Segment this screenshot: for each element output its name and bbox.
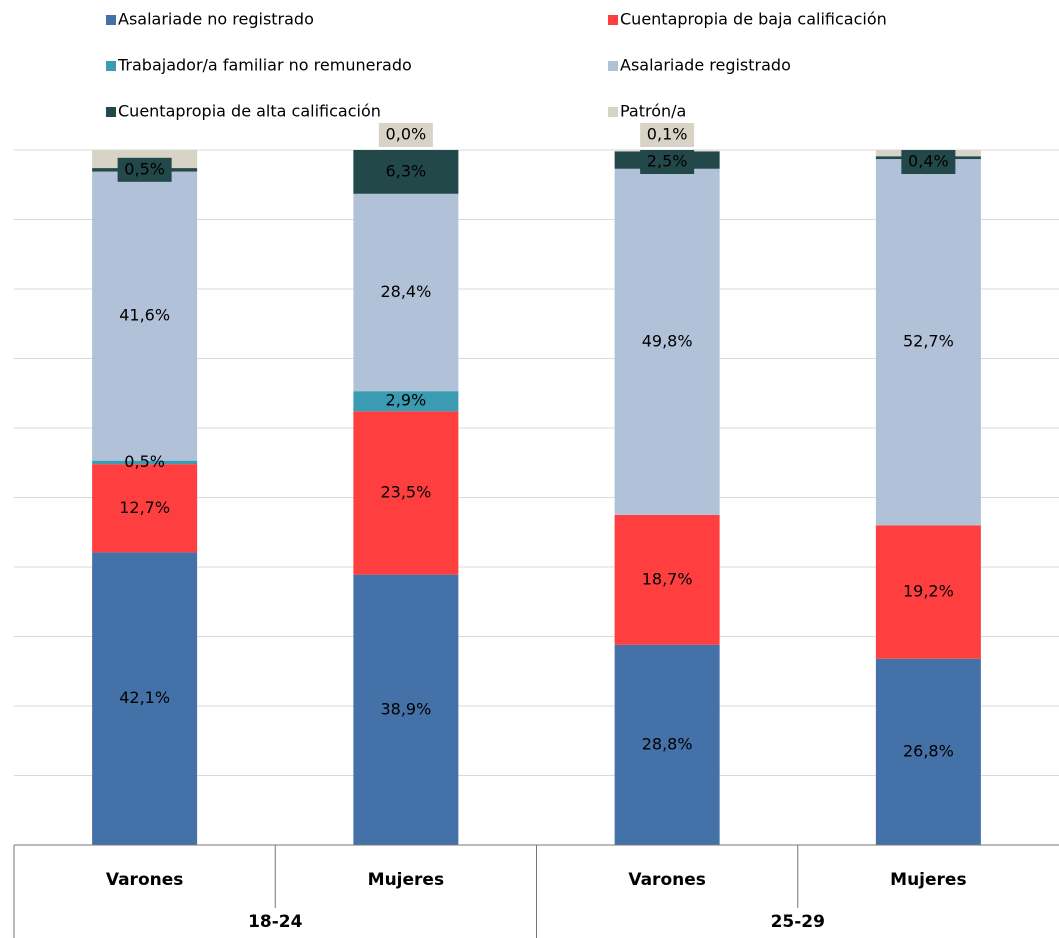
x-tick-label: Mujeres <box>890 870 966 890</box>
legend-swatch <box>608 15 618 25</box>
bar-segment <box>92 460 198 465</box>
label-box <box>117 157 172 182</box>
value-label: 2,5% <box>647 152 688 171</box>
bar-segment <box>92 464 198 553</box>
value-label: 12,7% <box>119 498 170 517</box>
label-box <box>378 123 433 147</box>
legend-label: Trabajador/a familiar no remunerado <box>117 56 412 75</box>
group-label: 25-29 <box>771 912 825 932</box>
value-label: 38,9% <box>380 699 431 718</box>
value-label: 23,5% <box>380 482 431 501</box>
value-label: 41,6% <box>119 306 170 325</box>
legend-swatch <box>608 61 618 71</box>
value-label: 28,4% <box>380 282 431 301</box>
bar-segment <box>92 552 198 845</box>
bar-segment <box>614 644 720 845</box>
legend-label: Cuentapropia de baja calificación <box>620 10 887 29</box>
x-tick-label: Mujeres <box>368 870 444 890</box>
bar-segment <box>92 171 198 461</box>
legend-label: Asalariade registrado <box>620 56 791 75</box>
value-label: 19,2% <box>903 582 954 601</box>
value-label: 2,9% <box>386 391 427 410</box>
legend-label: Patrón/a <box>620 102 686 121</box>
value-label: 49,8% <box>642 331 693 350</box>
bar-segment <box>353 411 459 575</box>
value-label: 0,4% <box>908 152 949 171</box>
x-tick-label: Varones <box>628 870 706 890</box>
value-label: 6,3% <box>386 161 427 180</box>
legend-swatch <box>608 107 618 117</box>
value-label: 18,7% <box>642 569 693 588</box>
value-label: 42,1% <box>119 688 170 707</box>
legend-label: Asalariade no registrado <box>118 10 314 29</box>
value-label: 0,1% <box>647 125 688 144</box>
group-label: 18-24 <box>248 912 303 932</box>
value-label: 52,7% <box>903 332 954 351</box>
bar-segment <box>875 658 981 845</box>
value-label: 0,5% <box>124 159 165 178</box>
legend-swatch <box>106 107 116 117</box>
bar-segment <box>614 514 720 645</box>
legend-swatch <box>106 61 116 71</box>
value-label: 28,8% <box>642 734 693 753</box>
bar-segment <box>875 525 981 659</box>
bar-segment <box>353 391 459 412</box>
x-tick-label: Varones <box>106 870 184 890</box>
value-label: 26,8% <box>903 741 954 760</box>
legend-swatch <box>106 15 116 25</box>
label-box <box>640 123 695 147</box>
bar-segment <box>353 574 459 845</box>
label-box <box>640 150 695 174</box>
value-label: 0,5% <box>124 452 165 471</box>
bar-segment <box>614 168 720 515</box>
label-box <box>901 150 956 174</box>
value-label: 0,0% <box>386 125 427 144</box>
bar-segment <box>875 159 981 526</box>
label-box <box>378 159 433 184</box>
bar-segment <box>353 193 459 392</box>
legend-label: Cuentapropia de alta calificación <box>118 102 381 121</box>
